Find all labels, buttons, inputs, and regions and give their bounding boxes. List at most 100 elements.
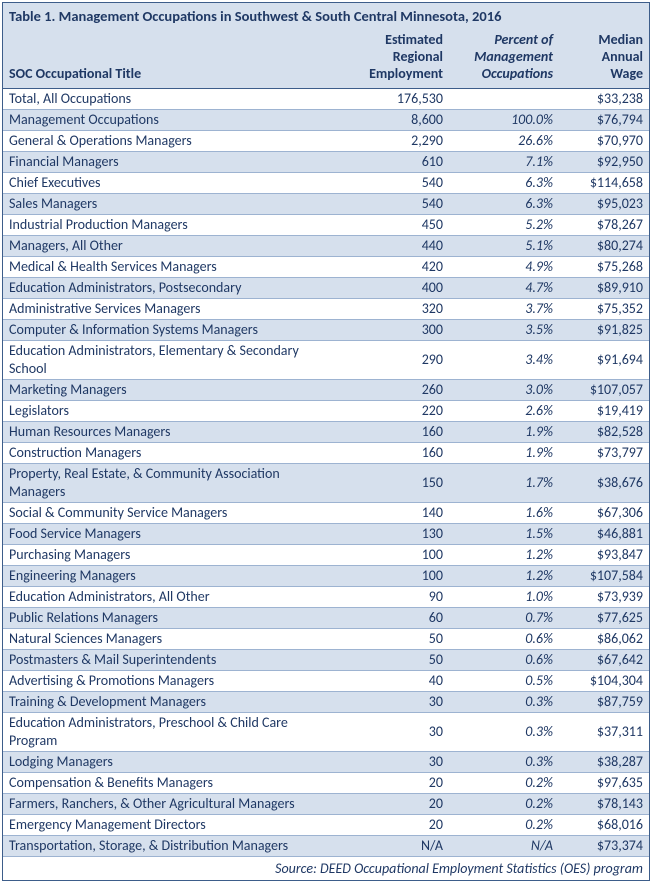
cell-percent: 100.0% — [449, 110, 559, 131]
header-soc-title: SOC Occupational Title — [3, 29, 339, 89]
cell-wage: $97,635 — [559, 773, 649, 794]
cell-employment: 420 — [339, 257, 449, 278]
source-text: Source: DEED Occupational Employment Sta… — [3, 857, 649, 881]
cell-wage: $46,881 — [559, 524, 649, 545]
cell-percent: 3.7% — [449, 299, 559, 320]
table-row: Industrial Production Managers4505.2%$78… — [3, 215, 649, 236]
cell-wage: $77,625 — [559, 608, 649, 629]
table-row: Computer & Information Systems Managers3… — [3, 320, 649, 341]
table-row: Human Resources Managers1601.9%$82,528 — [3, 422, 649, 443]
table-body: Total, All Occupations176,530$33,238Mana… — [3, 89, 649, 857]
cell-wage: $107,584 — [559, 566, 649, 587]
table-row: Education Administrators, All Other901.0… — [3, 587, 649, 608]
cell-occupation-title: Financial Managers — [3, 152, 339, 173]
cell-percent: 6.3% — [449, 173, 559, 194]
cell-employment: 610 — [339, 152, 449, 173]
table-row: Construction Managers1601.9%$73,797 — [3, 443, 649, 464]
cell-wage: $73,939 — [559, 587, 649, 608]
cell-occupation-title: Transportation, Storage, & Distribution … — [3, 836, 339, 857]
cell-wage: $73,797 — [559, 443, 649, 464]
cell-percent: 4.9% — [449, 257, 559, 278]
cell-occupation-title: Emergency Management Directors — [3, 815, 339, 836]
cell-percent: 0.6% — [449, 650, 559, 671]
cell-percent: 7.1% — [449, 152, 559, 173]
table-row: Management Occupations8,600100.0%$76,794 — [3, 110, 649, 131]
cell-occupation-title: Human Resources Managers — [3, 422, 339, 443]
table-row: Transportation, Storage, & Distribution … — [3, 836, 649, 857]
cell-occupation-title: Property, Real Estate, & Community Assoc… — [3, 464, 339, 503]
table-row: Medical & Health Services Managers4204.9… — [3, 257, 649, 278]
cell-percent: 6.3% — [449, 194, 559, 215]
cell-employment: 540 — [339, 173, 449, 194]
cell-employment: 60 — [339, 608, 449, 629]
table-row: Social & Community Service Managers1401.… — [3, 503, 649, 524]
table-row: Financial Managers6107.1%$92,950 — [3, 152, 649, 173]
cell-occupation-title: Social & Community Service Managers — [3, 503, 339, 524]
cell-wage: $114,658 — [559, 173, 649, 194]
cell-occupation-title: Engineering Managers — [3, 566, 339, 587]
cell-occupation-title: Advertising & Promotions Managers — [3, 671, 339, 692]
table-title: Table 1. Management Occupations in South… — [3, 3, 649, 29]
cell-employment: 540 — [339, 194, 449, 215]
cell-employment: 30 — [339, 713, 449, 752]
cell-percent: 1.2% — [449, 566, 559, 587]
cell-employment: 150 — [339, 464, 449, 503]
cell-occupation-title: Food Service Managers — [3, 524, 339, 545]
cell-occupation-title: Public Relations Managers — [3, 608, 339, 629]
cell-percent: 1.9% — [449, 422, 559, 443]
cell-wage: $68,016 — [559, 815, 649, 836]
cell-occupation-title: Training & Development Managers — [3, 692, 339, 713]
table-row: Education Administrators, Elementary & S… — [3, 341, 649, 380]
cell-wage: $37,311 — [559, 713, 649, 752]
cell-occupation-title: Farmers, Ranchers, & Other Agricultural … — [3, 794, 339, 815]
table-row: Marketing Managers2603.0%$107,057 — [3, 380, 649, 401]
cell-employment: 300 — [339, 320, 449, 341]
cell-occupation-title: Education Administrators, Postsecondary — [3, 278, 339, 299]
cell-occupation-title: Compensation & Benefits Managers — [3, 773, 339, 794]
cell-wage: $89,910 — [559, 278, 649, 299]
cell-employment: 450 — [339, 215, 449, 236]
cell-employment: 400 — [339, 278, 449, 299]
cell-wage: $80,274 — [559, 236, 649, 257]
cell-occupation-title: Lodging Managers — [3, 752, 339, 773]
table-row: Training & Development Managers300.3%$87… — [3, 692, 649, 713]
cell-employment: 30 — [339, 752, 449, 773]
cell-percent: 5.1% — [449, 236, 559, 257]
cell-occupation-title: Managers, All Other — [3, 236, 339, 257]
cell-percent: 0.2% — [449, 794, 559, 815]
cell-wage: $73,374 — [559, 836, 649, 857]
table-row: Emergency Management Directors200.2%$68,… — [3, 815, 649, 836]
table-row: Lodging Managers300.3%$38,287 — [3, 752, 649, 773]
cell-percent: 1.9% — [449, 443, 559, 464]
table-row: Education Administrators, Postsecondary4… — [3, 278, 649, 299]
cell-wage: $67,642 — [559, 650, 649, 671]
cell-percent: 5.2% — [449, 215, 559, 236]
cell-percent — [449, 89, 559, 110]
cell-occupation-title: Computer & Information Systems Managers — [3, 320, 339, 341]
cell-employment: 100 — [339, 545, 449, 566]
table-row: Farmers, Ranchers, & Other Agricultural … — [3, 794, 649, 815]
cell-occupation-title: Natural Sciences Managers — [3, 629, 339, 650]
cell-occupation-title: Education Administrators, Elementary & S… — [3, 341, 339, 380]
cell-wage: $93,847 — [559, 545, 649, 566]
cell-occupation-title: Construction Managers — [3, 443, 339, 464]
cell-wage: $82,528 — [559, 422, 649, 443]
cell-wage: $19,419 — [559, 401, 649, 422]
table-row: Natural Sciences Managers500.6%$86,062 — [3, 629, 649, 650]
cell-percent: 1.2% — [449, 545, 559, 566]
cell-occupation-title: Purchasing Managers — [3, 545, 339, 566]
table-title-row: Table 1. Management Occupations in South… — [3, 3, 649, 29]
cell-employment: 130 — [339, 524, 449, 545]
cell-wage: $67,306 — [559, 503, 649, 524]
management-occupations-table: Table 1. Management Occupations in South… — [2, 2, 650, 881]
table-row: Compensation & Benefits Managers200.2%$9… — [3, 773, 649, 794]
header-percent: Percent of Management Occupations — [449, 29, 559, 89]
cell-employment: 30 — [339, 692, 449, 713]
table-row: Public Relations Managers600.7%$77,625 — [3, 608, 649, 629]
cell-percent: 0.2% — [449, 815, 559, 836]
cell-percent: 0.5% — [449, 671, 559, 692]
header-employment: Estimated Regional Employment — [339, 29, 449, 89]
table-row: Legislators2202.6%$19,419 — [3, 401, 649, 422]
cell-employment: 50 — [339, 650, 449, 671]
table-row: General & Operations Managers2,29026.6%$… — [3, 131, 649, 152]
